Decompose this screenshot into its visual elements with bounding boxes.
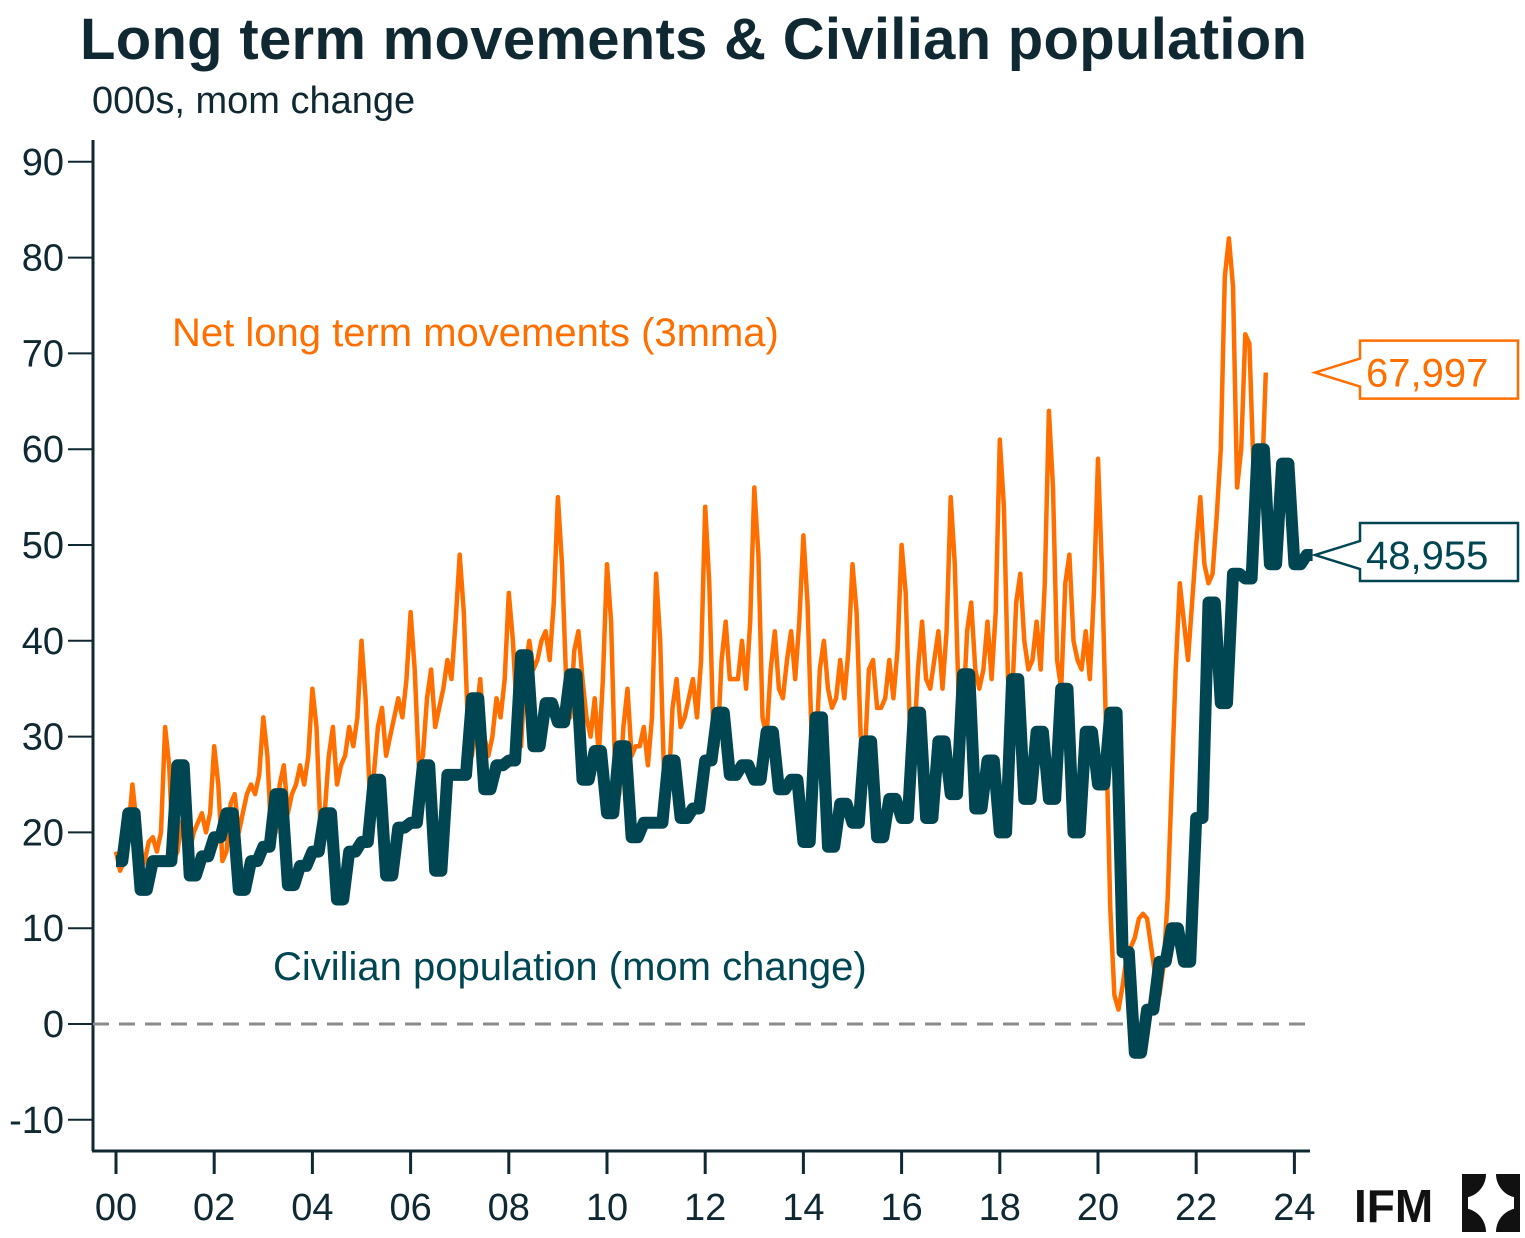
y-tick-label: 10 bbox=[22, 908, 64, 950]
callout-value: 67,997 bbox=[1366, 352, 1488, 396]
y-tick-label: 0 bbox=[43, 1004, 64, 1046]
y-tick-label: 90 bbox=[22, 142, 64, 184]
x-tick-label: 08 bbox=[488, 1187, 530, 1229]
x-tick-label: 20 bbox=[1077, 1187, 1119, 1229]
callout-net-long-term-movements: 67,997 bbox=[1310, 339, 1520, 400]
y-tick-label: 50 bbox=[22, 525, 64, 567]
x-tick-label: 22 bbox=[1175, 1187, 1217, 1229]
ifm-logo: IFM bbox=[1354, 1174, 1520, 1232]
x-tick-label: 10 bbox=[586, 1187, 628, 1229]
y-tick-label: 20 bbox=[22, 812, 64, 854]
y-tick-label: 80 bbox=[22, 238, 64, 280]
y-tick-label: 30 bbox=[22, 717, 64, 759]
x-tick-label: 24 bbox=[1273, 1187, 1315, 1229]
x-ticks: 00 02 04 06 08 10 12 14 16 18 20 22 24 bbox=[95, 1151, 1316, 1229]
axes: -10 0 10 20 30 40 50 60 70 80 90 00 02 04 06 08 10 12 14 1… bbox=[9, 140, 1316, 1229]
series-label-civilian-population: Civilian population (mom change) bbox=[273, 945, 867, 989]
y-tick-label: 40 bbox=[22, 621, 64, 663]
x-tick-label: 02 bbox=[193, 1187, 235, 1229]
x-tick-label: 18 bbox=[979, 1187, 1021, 1229]
callout-value: 48,955 bbox=[1366, 534, 1488, 578]
x-tick-label: 12 bbox=[684, 1187, 726, 1229]
callout-civilian-population: 48,955 bbox=[1310, 521, 1520, 583]
series-line-civilian-population bbox=[116, 443, 1313, 1059]
y-tick-label: -10 bbox=[9, 1100, 64, 1142]
x-tick-label: 00 bbox=[95, 1187, 137, 1229]
series-line-net-long-term-movements bbox=[113, 236, 1269, 1012]
chart-title: Long term movements & Civilian populatio… bbox=[80, 7, 1308, 72]
callout-box bbox=[1310, 521, 1520, 583]
y-tick-label: 60 bbox=[22, 429, 64, 471]
callout-box bbox=[1310, 339, 1520, 400]
x-tick-label: 06 bbox=[389, 1187, 431, 1229]
x-tick-label: 04 bbox=[291, 1187, 333, 1229]
logo-text: IFM bbox=[1354, 1180, 1433, 1232]
x-tick-label: 14 bbox=[782, 1187, 824, 1229]
chart-subtitle: 000s, mom change bbox=[92, 80, 416, 122]
y-tick-label: 70 bbox=[22, 333, 64, 375]
x-tick-label: 16 bbox=[880, 1187, 922, 1229]
y-ticks: -10 0 10 20 30 40 50 60 70 80 90 bbox=[9, 142, 93, 1142]
series-label-net-long-term-movements: Net long term movements (3mma) bbox=[172, 311, 779, 355]
ifm-logo-icon bbox=[1462, 1174, 1520, 1232]
series bbox=[113, 236, 1313, 1059]
